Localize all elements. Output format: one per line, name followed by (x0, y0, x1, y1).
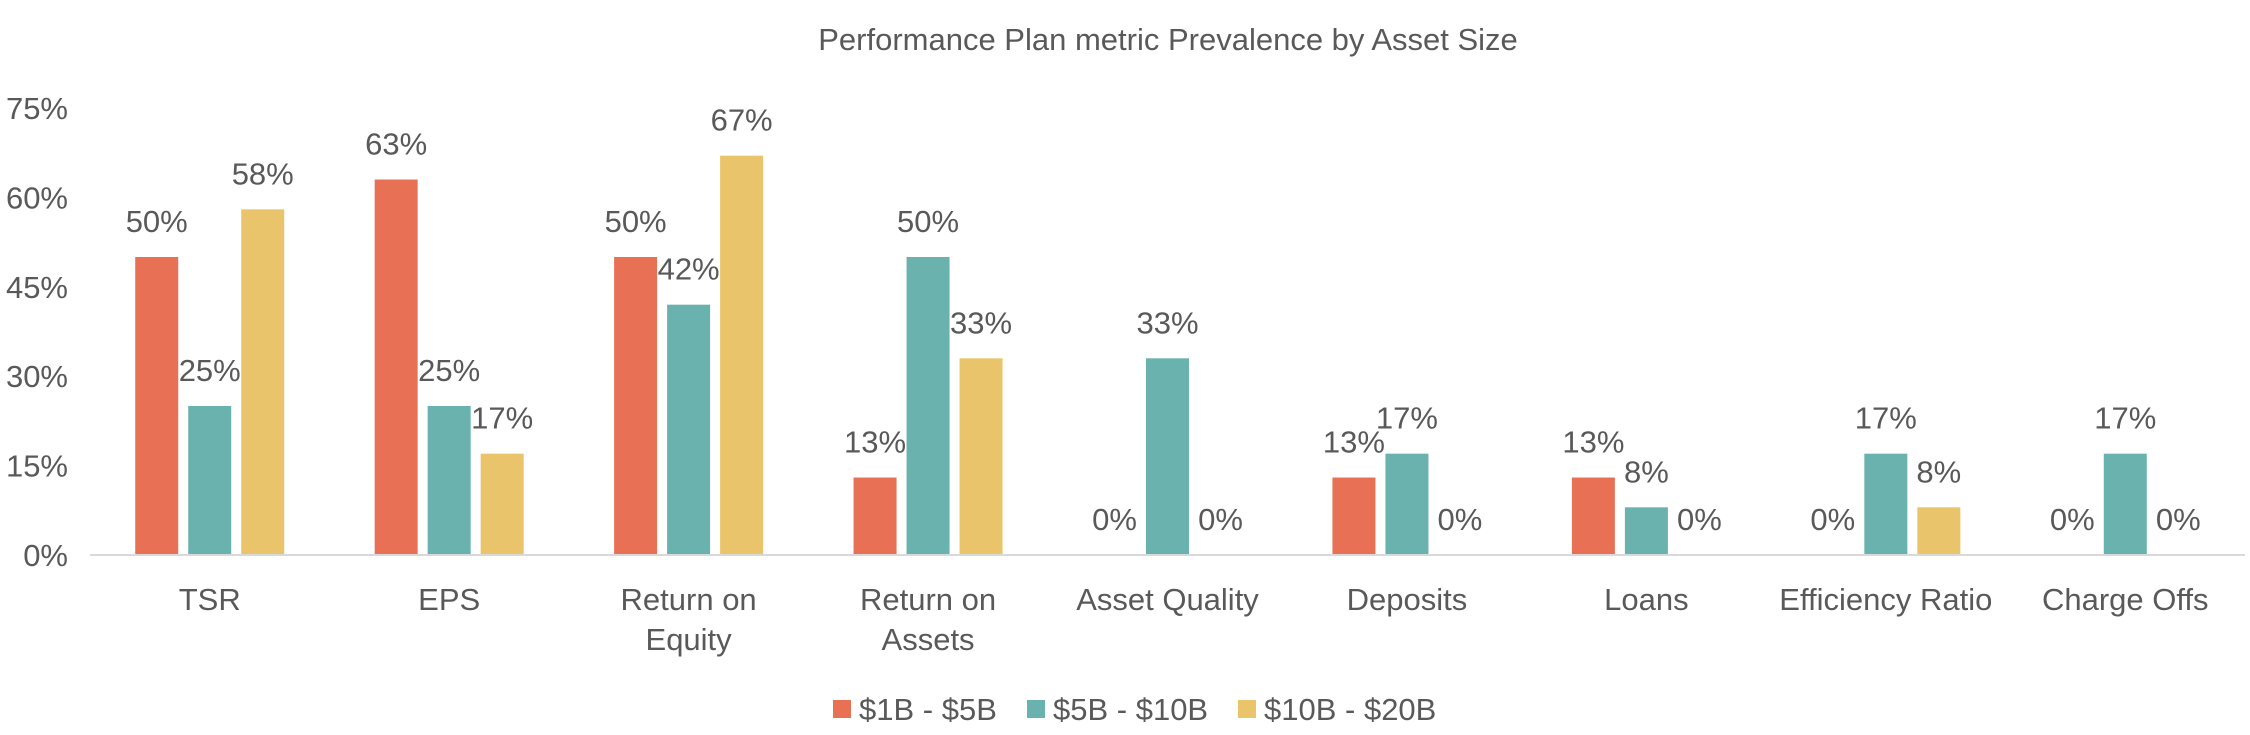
bar (2103, 453, 2147, 555)
bars (135, 155, 2147, 555)
y-tick-label: 60% (6, 180, 68, 215)
bar (1332, 477, 1376, 555)
chart-title: Performance Plan metric Prevalence by As… (818, 22, 1518, 57)
data-label: 25% (179, 353, 241, 388)
bar (427, 406, 471, 555)
x-tick-label: Charge Offs (2042, 582, 2209, 617)
bar (667, 304, 711, 555)
data-label: 17% (1376, 401, 1438, 436)
data-label: 8% (1916, 454, 1961, 489)
x-tick-label: Loans (1604, 582, 1688, 617)
data-label: 67% (711, 103, 773, 138)
legend-swatch (1027, 700, 1045, 718)
data-label: 0% (2050, 502, 2095, 537)
data-label: 17% (471, 401, 533, 436)
data-label: 0% (2156, 502, 2201, 537)
bar (959, 358, 1003, 555)
bar (241, 209, 285, 555)
x-tick-label: Efficiency Ratio (1779, 582, 1992, 617)
y-tick-label: 30% (6, 359, 68, 394)
data-label: 8% (1624, 454, 1669, 489)
data-label: 0% (1677, 502, 1722, 537)
x-tick-label: Asset Quality (1076, 582, 1259, 617)
bar (1864, 453, 1908, 555)
bar (374, 179, 418, 555)
data-label: 63% (365, 127, 427, 162)
bar (188, 406, 232, 555)
bar (135, 257, 179, 555)
bar (1385, 453, 1429, 555)
legend-swatch (833, 700, 851, 718)
data-label: 33% (1136, 305, 1198, 340)
data-label: 0% (1438, 502, 1483, 537)
legend-label: $10B - $20B (1264, 692, 1436, 727)
bar (720, 155, 764, 555)
data-label: 13% (844, 425, 906, 460)
data-label: 13% (1323, 425, 1385, 460)
data-labels: 50% 25% 58% 63% 25% 17% 50% 42% 67% 13% 50% 33% 0% 33… (126, 103, 2201, 537)
bar (1917, 507, 1961, 555)
x-tick-label: Return on Assets (860, 582, 996, 657)
data-label: 17% (2094, 401, 2156, 436)
legend-swatch (1238, 700, 1256, 718)
legend-label: $5B - $10B (1053, 692, 1208, 727)
bar (906, 257, 950, 555)
data-label: 58% (232, 156, 294, 191)
bar (480, 453, 524, 555)
data-label: 33% (950, 305, 1012, 340)
x-tick-label: EPS (418, 582, 480, 617)
data-label: 25% (418, 353, 480, 388)
data-label: 0% (1198, 502, 1243, 537)
bar (614, 257, 658, 555)
data-label: 50% (126, 204, 188, 239)
y-tick-label: 45% (6, 270, 68, 305)
y-tick-label: 75% (6, 91, 68, 126)
data-label: 50% (605, 204, 667, 239)
data-label: 42% (658, 252, 720, 287)
data-label: 13% (1562, 425, 1624, 460)
x-tick-label: Return on Equity (621, 582, 757, 657)
x-tick-label: TSR (179, 582, 241, 617)
bar (1571, 477, 1615, 555)
bar (1146, 358, 1189, 555)
legend-label: $1B - $5B (859, 692, 997, 727)
data-label: 0% (1810, 502, 1855, 537)
data-label: 17% (1855, 401, 1917, 436)
x-axis: TSR EPS Return on Equity Return on Assets Asse… (179, 582, 2209, 657)
y-axis: 0% 15% 30% 45% 60% 75% (6, 91, 68, 573)
bar (1624, 507, 1668, 555)
data-label: 50% (897, 204, 959, 239)
bar (853, 477, 897, 555)
y-tick-label: 15% (6, 449, 68, 484)
legend: $1B - $5B $5B - $10B $10B - $20B (833, 692, 1436, 727)
data-label: 0% (1092, 502, 1137, 537)
y-tick-label: 0% (23, 538, 68, 573)
x-tick-label: Deposits (1347, 582, 1468, 617)
